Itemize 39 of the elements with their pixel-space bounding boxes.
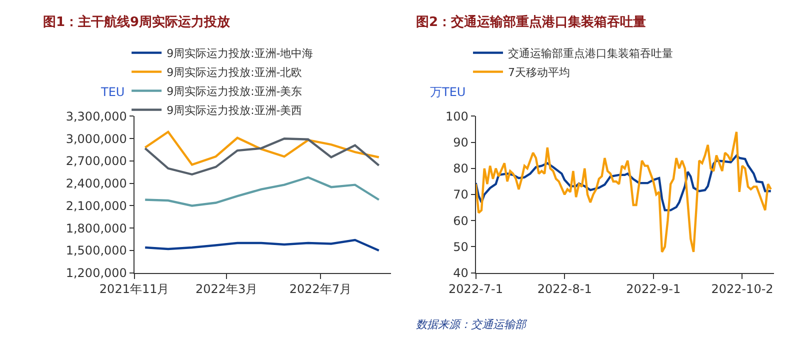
y-tick-label: 2,700,000: [66, 154, 127, 168]
y-tick-label: 90: [453, 136, 468, 150]
legend-label: 9周实际运力投放:亚洲-美西: [166, 104, 302, 118]
x-tick-label: 2022年3月: [196, 282, 258, 296]
line-series: [476, 130, 772, 254]
line-series: [476, 154, 772, 212]
y-tick-label: 1,800,000: [66, 221, 127, 236]
legend-label: 9周实际运力投放:亚洲-美东: [166, 85, 302, 98]
legend-label: 9周实际运力投放:亚洲-地中海: [166, 47, 314, 60]
y-tick-label: 1,500,000: [66, 244, 127, 258]
x-tick-label: 2022-10-2: [711, 282, 774, 296]
y-tick-label: 2,100,000: [66, 198, 127, 213]
y-tick-label: 80: [453, 162, 468, 176]
legend-label: 9周实际运力投放:亚洲-北欧: [166, 66, 302, 80]
line-series: [144, 238, 380, 252]
y-tick-label: 50: [453, 240, 468, 254]
y-axis-title: TEU: [100, 85, 125, 99]
chart-title: 图2：交通运输部重点港口集装箱吞吐量: [416, 14, 646, 30]
x-tick-label: 2022年7月: [289, 282, 352, 296]
x-tick-label: 2022-8-1: [537, 282, 592, 296]
y-tick-label: 60: [453, 214, 468, 228]
y-tick-label: 70: [453, 188, 468, 202]
x-tick-label: 2022-9-1: [626, 282, 681, 296]
x-tick-label: 2022-7-1: [448, 282, 503, 296]
legend-label: 交通运输部重点港口集装箱吞吐量: [508, 47, 674, 60]
x-tick-label: 2021年11月: [99, 282, 170, 296]
chart-title: 图1：主干航线9周实际运力投放: [43, 14, 232, 30]
line-series: [144, 138, 380, 176]
y-tick-label: 1,200,000: [66, 266, 127, 280]
y-tick-label: 100: [445, 109, 468, 124]
source-note: 数据来源：交通运输部: [416, 318, 528, 331]
y-tick-label: 40: [453, 266, 468, 280]
y-tick-label: 3,300,000: [66, 109, 127, 124]
line-series: [144, 176, 380, 207]
y-axis-title: 万TEU: [430, 85, 466, 99]
y-tick-label: 2,400,000: [66, 176, 127, 191]
legend-label: 7天移动平均: [508, 66, 570, 80]
line-series: [144, 130, 380, 166]
y-tick-label: 3,000,000: [66, 132, 127, 146]
